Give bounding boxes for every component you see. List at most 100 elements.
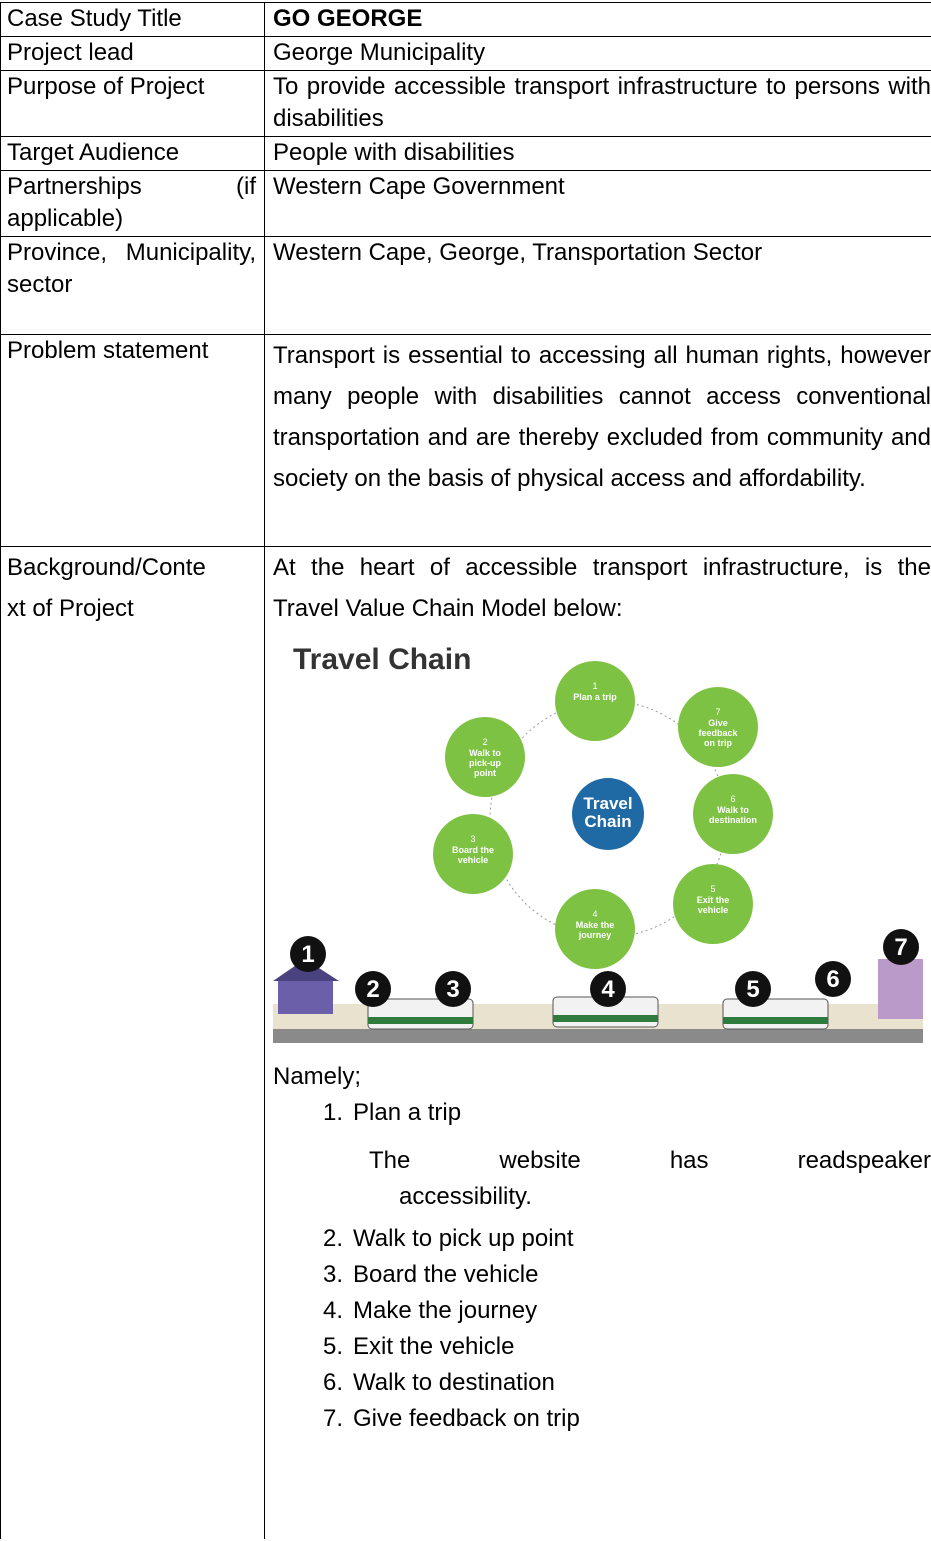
step-number: 4 bbox=[592, 909, 597, 919]
row-label: Problem statement bbox=[0, 335, 265, 546]
row-label: Case Study Title bbox=[0, 3, 265, 36]
item-number: 1. bbox=[322, 1099, 343, 1126]
item-number: 6. bbox=[322, 1369, 343, 1396]
badge-number: 3 bbox=[446, 976, 459, 1003]
bus-stripe bbox=[723, 1017, 828, 1024]
step-label: pick-up bbox=[469, 758, 502, 768]
step-circle bbox=[555, 889, 635, 969]
badge-number: 2 bbox=[366, 976, 379, 1003]
step-circle bbox=[433, 814, 513, 894]
item-note-cont: accessibility. bbox=[399, 1183, 532, 1210]
table-row: Purpose of Project To provide accessible … bbox=[0, 70, 931, 136]
step-label: feedback bbox=[698, 728, 738, 738]
center-label: Travel bbox=[583, 794, 632, 813]
step-label: Exit the bbox=[697, 895, 730, 905]
step-circle bbox=[445, 717, 525, 797]
label-line: Background/Conte bbox=[7, 554, 206, 581]
badge bbox=[815, 961, 851, 997]
step-circle bbox=[673, 864, 753, 944]
bus-stripe bbox=[368, 1017, 473, 1024]
step-number: 7 bbox=[715, 707, 720, 717]
item-text: Give feedback on trip bbox=[353, 1405, 580, 1432]
table-row: Province, Municipality, sector Western Ca… bbox=[0, 236, 931, 334]
row-value: People with disabilities bbox=[273, 139, 515, 166]
figure-title: Travel Chain bbox=[293, 643, 471, 676]
table-row: Case Study Title GO GEORGE bbox=[0, 2, 931, 36]
step-label: Plan a trip bbox=[573, 692, 617, 702]
center-circle bbox=[572, 778, 644, 850]
table-row: Target Audience People with disabilities bbox=[0, 136, 931, 170]
table-row: Project lead George Municipality bbox=[0, 36, 931, 70]
list-item: 1. Plan a trip bbox=[273, 1095, 931, 1131]
step-label: point bbox=[474, 768, 496, 778]
step-label: destination bbox=[709, 815, 757, 825]
label-line: xt of Project bbox=[7, 595, 134, 622]
list-item: 5. Exit the vehicle bbox=[273, 1329, 931, 1365]
badge bbox=[590, 971, 626, 1007]
step-label: vehicle bbox=[698, 905, 729, 915]
step-label: journey bbox=[578, 930, 612, 940]
badge bbox=[735, 971, 771, 1007]
row-value: At the heart of accessible transport inf… bbox=[265, 547, 931, 1539]
badge-number: 6 bbox=[826, 966, 839, 993]
row-label: Province, Municipality, sector bbox=[0, 237, 265, 334]
item-text: Board the vehicle bbox=[353, 1261, 539, 1288]
step-label: Board the bbox=[452, 845, 494, 855]
house bbox=[278, 979, 333, 1014]
step-number: 3 bbox=[470, 834, 475, 844]
badge-number: 5 bbox=[746, 976, 759, 1003]
step-number: 2 bbox=[482, 737, 487, 747]
badge bbox=[883, 929, 919, 965]
row-value: Transport is essential to accessing all … bbox=[273, 342, 931, 492]
step-label: Walk to bbox=[717, 805, 749, 815]
item-number: 7. bbox=[322, 1405, 343, 1432]
list-intro: Namely; bbox=[273, 1063, 362, 1090]
row-label: Background/Conte xt of Project bbox=[0, 547, 265, 1539]
row-value: George Municipality bbox=[273, 39, 486, 66]
table-row: Background/Conte xt of Project At the hear… bbox=[0, 546, 931, 1539]
item-number: 3. bbox=[322, 1261, 343, 1288]
list-item: 2. Walk to pick up point bbox=[273, 1221, 931, 1257]
item-number: 2. bbox=[322, 1225, 343, 1252]
step-circle bbox=[555, 661, 635, 741]
intro-text: At the heart of accessible transport inf… bbox=[273, 554, 931, 622]
list-item: 4. Make the journey bbox=[273, 1293, 931, 1329]
row-value: Western Cape, George, Transportation Sec… bbox=[273, 239, 763, 266]
item-text: Walk to destination bbox=[353, 1369, 555, 1396]
item-number: 4. bbox=[322, 1297, 343, 1324]
list-item: 7. Give feedback on trip bbox=[273, 1401, 931, 1437]
step-list: Namely; 1. Plan a trip The website has read… bbox=[273, 1059, 931, 1437]
list-item: 6. Walk to destination bbox=[273, 1365, 931, 1401]
item-text: Exit the vehicle bbox=[353, 1333, 515, 1360]
bus-stripe bbox=[553, 1015, 658, 1022]
step-circle bbox=[678, 687, 758, 767]
row-label: Project lead bbox=[0, 37, 265, 70]
row-value: To provide accessible transport infrastr… bbox=[273, 73, 931, 132]
table-row: Partnerships (if applicable) Western Cape… bbox=[0, 170, 931, 236]
row-value: Western Cape Government bbox=[273, 173, 565, 200]
row-value: GO GEORGE bbox=[273, 5, 423, 32]
item-text: Make the journey bbox=[353, 1297, 538, 1324]
badge-number: 1 bbox=[301, 941, 314, 968]
step-label: Walk to bbox=[469, 748, 501, 758]
item-note: The website has readspeaker bbox=[369, 1147, 931, 1174]
item-text: Plan a trip bbox=[353, 1099, 462, 1126]
step-label: Give bbox=[708, 718, 728, 728]
step-label: vehicle bbox=[458, 855, 489, 865]
road bbox=[273, 1029, 923, 1043]
step-label: Make the bbox=[576, 920, 615, 930]
badge-number: 7 bbox=[894, 934, 907, 961]
badge bbox=[290, 936, 326, 972]
step-label: on trip bbox=[704, 738, 732, 748]
item-text: Walk to pick up point bbox=[353, 1225, 574, 1252]
list-item: 3. Board the vehicle bbox=[273, 1257, 931, 1293]
step-number: 5 bbox=[710, 884, 715, 894]
center-label: Chain bbox=[584, 812, 631, 831]
bus bbox=[722, 998, 829, 1030]
row-label: Partnerships (if applicable) bbox=[0, 171, 265, 236]
table-row: Problem statement Transport is essential … bbox=[0, 334, 931, 546]
step-number: 1 bbox=[592, 681, 597, 691]
